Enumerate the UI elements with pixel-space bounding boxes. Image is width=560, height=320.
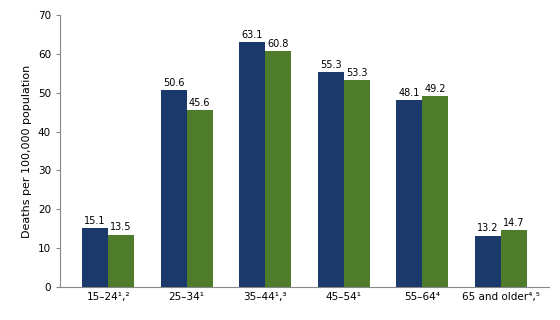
- Text: 60.8: 60.8: [268, 38, 289, 49]
- Text: 63.1: 63.1: [241, 29, 263, 40]
- Bar: [344, 80, 370, 287]
- Bar: [265, 51, 291, 287]
- Text: 55.3: 55.3: [320, 60, 342, 70]
- Bar: [186, 110, 213, 287]
- Text: 53.3: 53.3: [346, 68, 367, 78]
- Bar: [318, 72, 344, 287]
- Bar: [161, 91, 186, 287]
- Bar: [239, 42, 265, 287]
- Text: 45.6: 45.6: [189, 98, 211, 108]
- Text: 14.7: 14.7: [503, 218, 525, 228]
- Text: 15.1: 15.1: [85, 216, 106, 226]
- Y-axis label: Deaths per 100,000 population: Deaths per 100,000 population: [22, 64, 32, 238]
- Text: 13.2: 13.2: [477, 223, 498, 233]
- Bar: [108, 235, 134, 287]
- Text: 13.5: 13.5: [110, 222, 132, 232]
- Text: 50.6: 50.6: [163, 78, 184, 88]
- Bar: [82, 228, 108, 287]
- Bar: [396, 100, 422, 287]
- Bar: [422, 96, 448, 287]
- Bar: [475, 236, 501, 287]
- Text: 49.2: 49.2: [424, 84, 446, 93]
- Text: 48.1: 48.1: [399, 88, 420, 98]
- Bar: [501, 230, 526, 287]
